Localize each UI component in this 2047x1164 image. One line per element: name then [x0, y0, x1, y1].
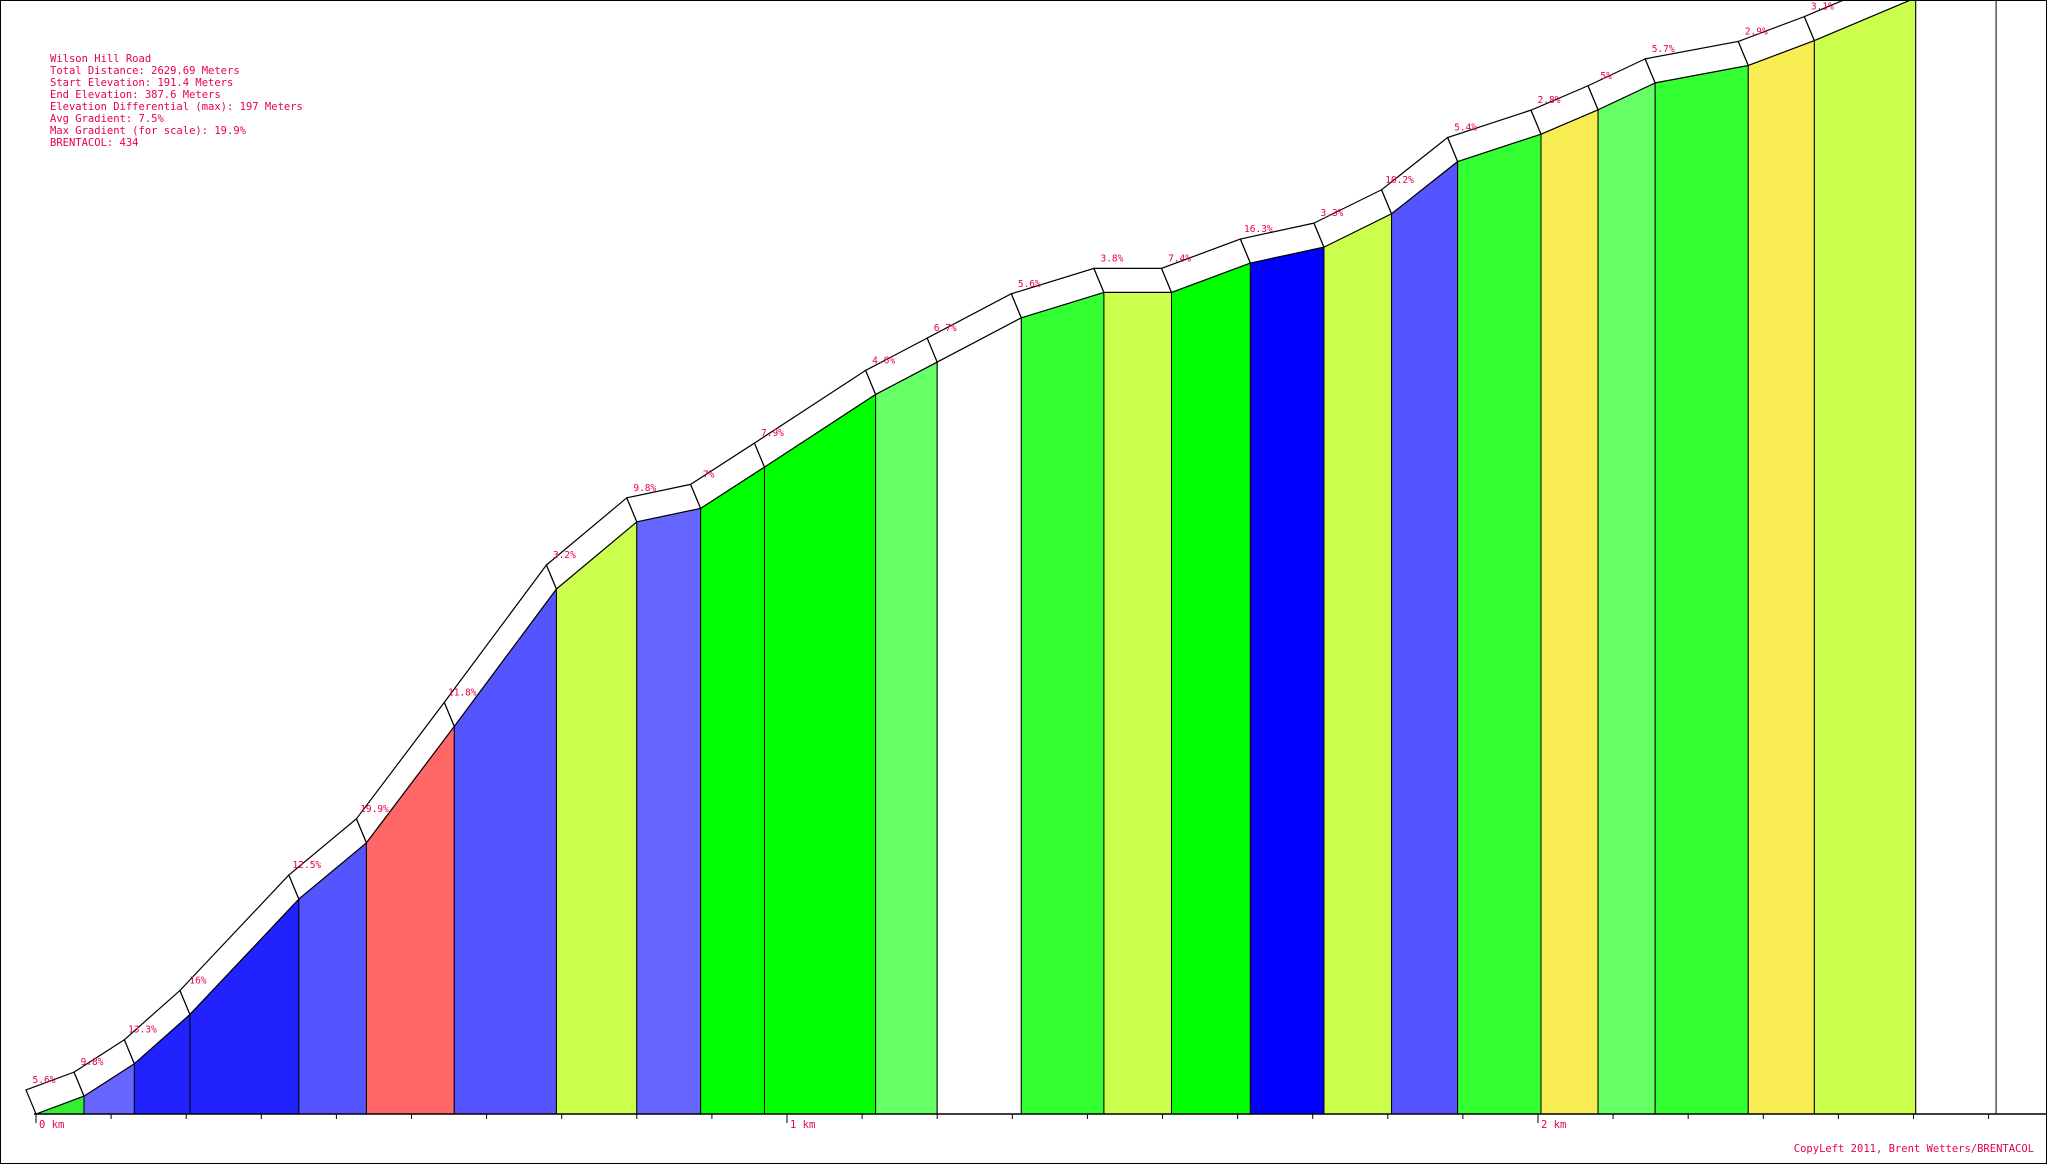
gradient-segment-24 [1747, 39, 1815, 1115]
end-elevation: End Elevation: 387.6 Meters [50, 89, 221, 101]
surface-band-15 [1093, 267, 1173, 293]
brentacol-score: BRENTACOL: 434 [50, 137, 139, 149]
gradient-label-19: 10.2% [1385, 175, 1414, 186]
gradient-segment-23 [1654, 64, 1749, 1115]
gradient-segment-9 [636, 507, 702, 1115]
x-tick-label-1: 1 km [790, 1119, 815, 1131]
road-name: Wilson Hill Road [50, 53, 152, 65]
gradient-label-5: 12.5% [293, 860, 322, 871]
gradient-segment-15 [1103, 291, 1173, 1115]
gradient-label-18: 3.3% [1321, 208, 1344, 219]
gradient-label-6: 19.9% [360, 804, 389, 815]
gradient-label-10: 7% [703, 469, 715, 480]
start-elevation: Start Elevation: 191.4 Meters [50, 77, 234, 89]
gradient-segment-10 [700, 466, 765, 1115]
gradient-label-1: 5.6% [33, 1075, 56, 1086]
x-tick-label-2: 2 km [1541, 1119, 1566, 1131]
gradient-label-20: 5.4% [1454, 123, 1477, 134]
gradient-label-9: 9.8% [633, 483, 656, 494]
gradient-segment-25 [1813, 1, 1917, 1115]
gradient-segment-22 [1597, 82, 1656, 1115]
gradient-segment-19 [1391, 160, 1459, 1115]
gradient-label-4: 16% [189, 975, 206, 986]
gradient-label-22: 5% [1600, 71, 1612, 82]
gradient-label-11: 7.9% [761, 428, 784, 439]
gradient-segment-11 [763, 393, 877, 1115]
avg-gradient: Avg Gradient: 7.5% [50, 113, 164, 125]
gradient-segment-20 [1457, 133, 1542, 1115]
copyleft-note: CopyLeft 2011, Brent Wetters/BRENTACOL [1793, 1143, 2034, 1155]
gradient-label-12: 4.6% [872, 355, 895, 366]
x-tick-label-0: 0 km [39, 1119, 64, 1131]
route-info: Wilson Hill Road Total Distance: 2629.69 … [50, 53, 303, 149]
gradient-segment-17 [1249, 246, 1325, 1115]
gradient-label-24: 2.9% [1745, 26, 1768, 37]
gradient-segment-18 [1323, 212, 1393, 1115]
gradient-segment-16 [1171, 262, 1251, 1115]
gradient-segment-12 [875, 361, 938, 1115]
gradient-label-14: 5.6% [1018, 279, 1041, 290]
gradient-label-16: 7.4% [1168, 253, 1191, 264]
gradient-label-25: 3.1% [1811, 2, 1834, 13]
gradient-segment-26 [1915, 1, 1997, 1115]
gradient-label-17: 16.3% [1244, 224, 1273, 235]
gradient-segment-8 [555, 520, 638, 1115]
gradient-segment-14 [1020, 291, 1105, 1115]
gradient-label-23: 5.7% [1652, 44, 1675, 55]
surface-band-25 [1803, 1, 1910, 42]
gradient-label-8: 3.2% [553, 550, 576, 561]
gradient-label-2: 9.8% [81, 1057, 104, 1068]
gradient-label-3: 13.3% [128, 1025, 157, 1036]
max-gradient: Max Gradient (for scale): 19.9% [50, 125, 246, 137]
gradient-label-15: 3.8% [1100, 253, 1123, 264]
gradient-label-21: 2.8% [1538, 95, 1561, 106]
gradient-segment-13 [936, 316, 1022, 1115]
gradient-label-13: 6.7% [934, 323, 957, 334]
total-distance: Total Distance: 2629.69 Meters [50, 65, 240, 77]
elevation-differential: Elevation Differential (max): 197 Meters [50, 101, 303, 113]
gradient-segment-21 [1540, 109, 1599, 1115]
gradient-label-7: 11.8% [448, 687, 477, 698]
